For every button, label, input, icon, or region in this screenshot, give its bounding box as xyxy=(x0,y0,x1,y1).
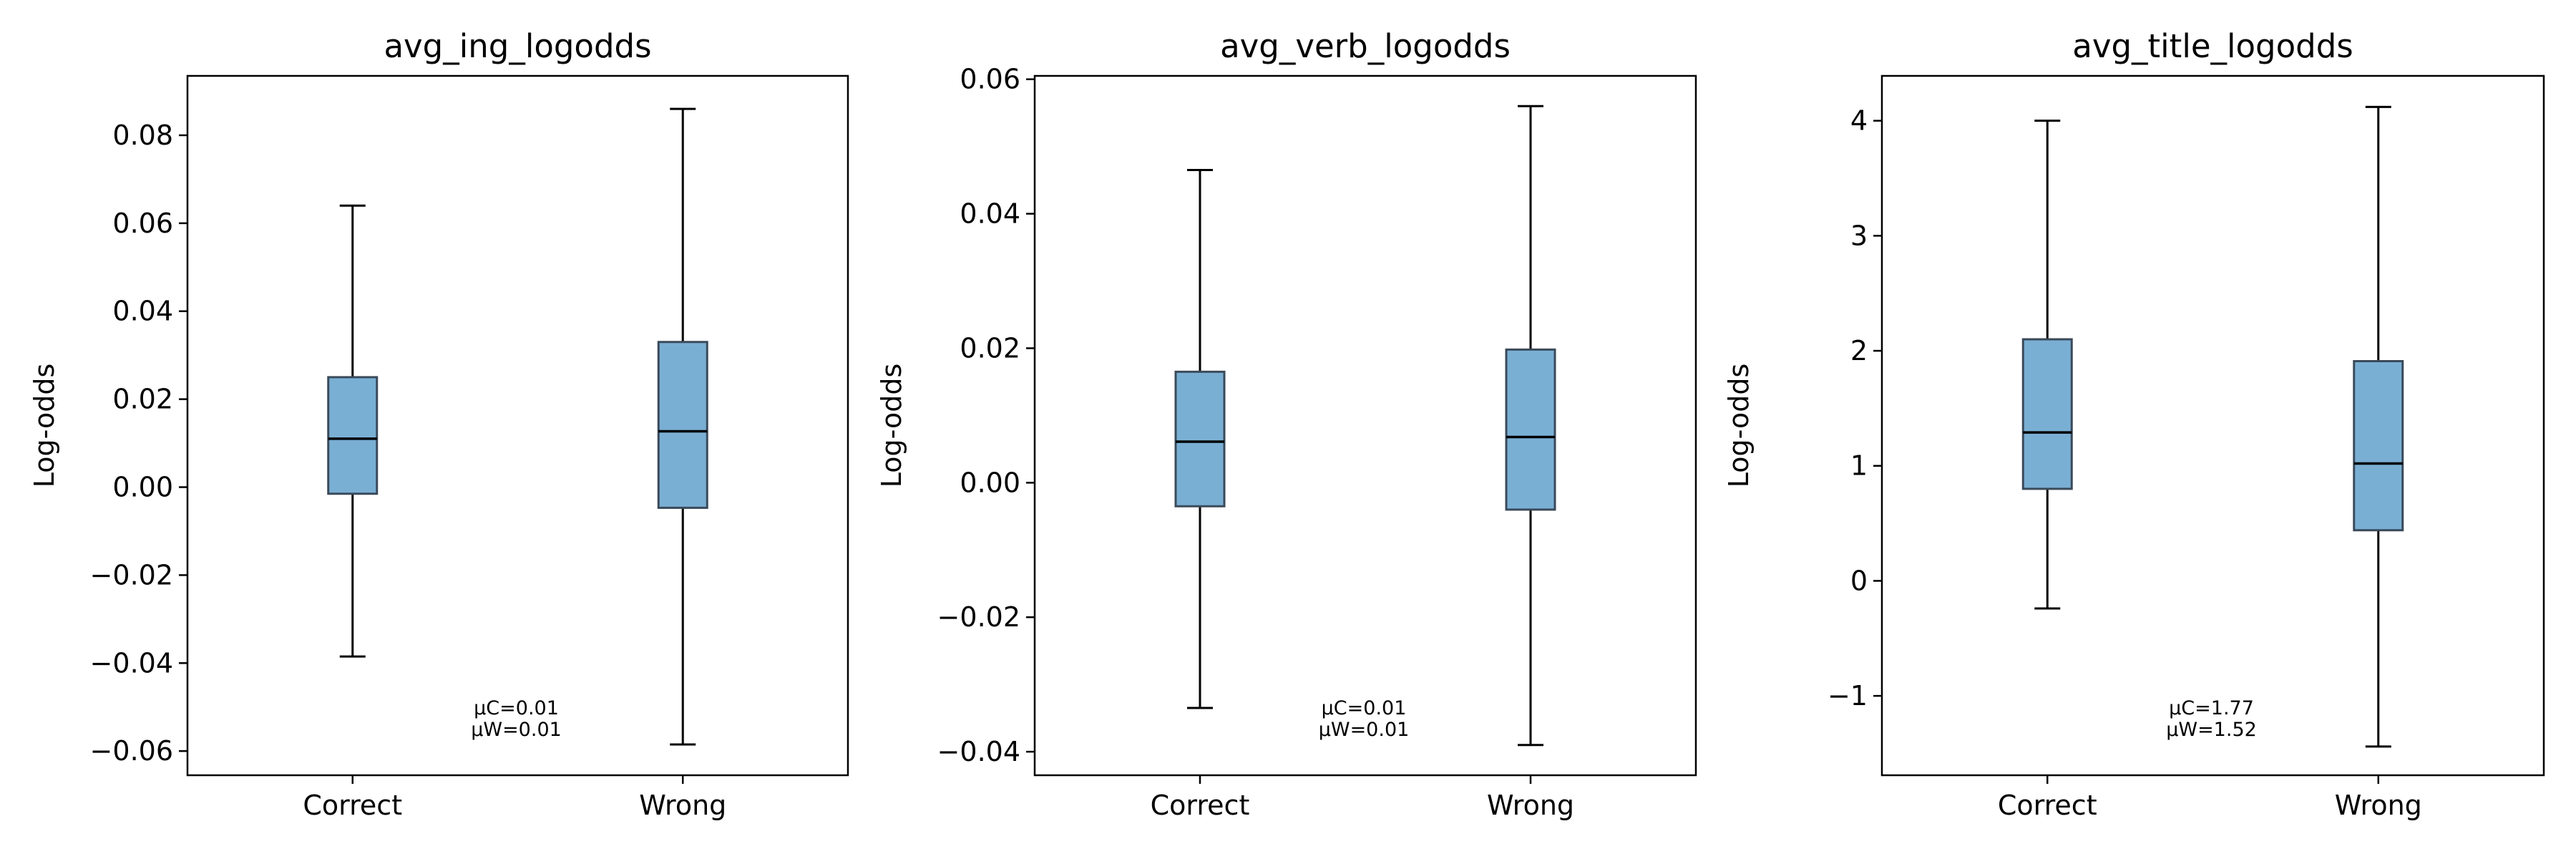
y-axis-label: Log-odds xyxy=(1723,364,1755,488)
x-tick-label: Correct xyxy=(303,790,402,821)
axes-frame xyxy=(186,74,849,777)
y-tick-label: 2 xyxy=(1850,335,1868,367)
box-wrong xyxy=(1505,105,1556,747)
box-correct xyxy=(1174,169,1226,709)
y-tick-label: 0.04 xyxy=(112,296,173,327)
chart-panel-3: −1 0 1 2 3 4 Correct Wrong avg_title_logodds Log-… xyxy=(1723,27,2545,821)
mean-correct-annotation: μC=1.77 xyxy=(2169,697,2254,719)
y-tick-label: 0 xyxy=(1850,565,1868,596)
x-tick-label: Wrong xyxy=(639,790,726,821)
y-tick-label: −0.02 xyxy=(937,601,1020,633)
y-tick-label: −0.02 xyxy=(90,559,173,591)
y-tick-label: 3 xyxy=(1850,220,1868,251)
box-correct xyxy=(2021,120,2073,610)
y-tick-label: −0.04 xyxy=(90,647,173,679)
box-wrong xyxy=(2353,105,2404,748)
x-tick-label: Wrong xyxy=(1487,790,1574,821)
y-tick-label: 0.04 xyxy=(960,198,1020,230)
chart-title: avg_verb_logodds xyxy=(1220,27,1511,65)
x-tick-label: Wrong xyxy=(2335,790,2422,821)
y-tick-label: 0.02 xyxy=(960,332,1020,364)
mean-correct-annotation: μC=0.01 xyxy=(474,697,559,719)
y-tick-label: −1 xyxy=(1828,680,1868,712)
chart-panel-2: −0.04 −0.02 0.00 0.02 0.04 0.06 Correct Wrong av… xyxy=(876,27,1697,821)
chart-panel-1: −0.06 −0.04 −0.02 0.00 0.02 0.04 0.06 0.08 Corre… xyxy=(29,27,849,821)
y-tick-label: −0.06 xyxy=(90,735,173,767)
iqr-box xyxy=(327,376,379,495)
x-tick-label: Correct xyxy=(1998,790,2097,821)
box-correct xyxy=(327,204,379,658)
y-tick-label: 0.06 xyxy=(112,208,173,239)
x-tick-label: Correct xyxy=(1151,790,1250,821)
axes-frame xyxy=(1033,74,1697,777)
mean-wrong-annotation: μW=0.01 xyxy=(1319,719,1410,741)
y-tick-label: 0.08 xyxy=(112,120,173,151)
iqr-box xyxy=(1174,370,1226,508)
iqr-box xyxy=(2021,338,2073,490)
mean-wrong-annotation: μW=0.01 xyxy=(471,719,562,741)
mean-correct-annotation: μC=0.01 xyxy=(1322,697,1407,719)
iqr-box xyxy=(1505,348,1556,511)
y-tick-label: 1 xyxy=(1850,450,1868,482)
chart-title: avg_ing_logodds xyxy=(384,27,651,65)
box-wrong xyxy=(657,107,708,746)
y-axis-label: Log-odds xyxy=(29,364,60,488)
y-tick-label: 0.00 xyxy=(112,472,173,503)
y-tick-label: −0.04 xyxy=(937,736,1020,767)
iqr-box xyxy=(657,341,708,509)
y-tick-label: 0.06 xyxy=(960,64,1020,95)
y-tick-label: 0.02 xyxy=(112,384,173,415)
iqr-box xyxy=(2353,360,2404,532)
chart-title: avg_title_logodds xyxy=(2072,27,2353,65)
y-tick-label: 0.00 xyxy=(960,467,1020,498)
y-axis-label: Log-odds xyxy=(876,364,907,488)
mean-wrong-annotation: μW=1.52 xyxy=(2166,719,2257,741)
axes-frame xyxy=(1880,74,2545,777)
y-tick-label: 4 xyxy=(1850,105,1868,137)
